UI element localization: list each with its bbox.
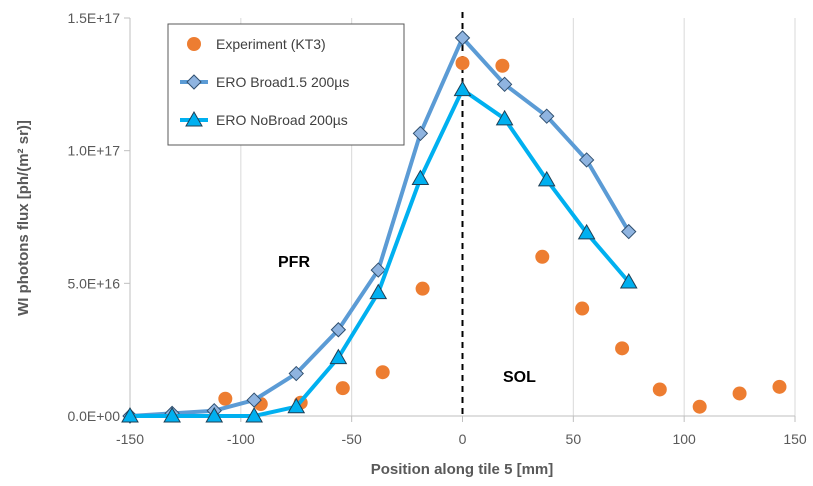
y-tick-label: 1.0E+17: [67, 143, 120, 159]
legend-item: Experiment (KT3): [187, 36, 326, 52]
x-axis-title: Position along tile 5 [mm]: [371, 461, 554, 478]
y-tick-label: 5.0E+16: [67, 275, 120, 291]
data-point: [330, 322, 347, 338]
legend-swatch-marker: [186, 74, 202, 90]
data-point: [288, 365, 304, 382]
x-tick-label: 150: [783, 431, 807, 447]
data-point: [495, 58, 510, 73]
x-tick-label: 100: [672, 431, 696, 447]
data-point: [218, 391, 233, 406]
data-point: [575, 301, 590, 316]
legend-swatch-marker: [185, 110, 203, 127]
data-point: [415, 281, 430, 296]
x-tick-label: -50: [342, 431, 362, 447]
data-point: [496, 76, 513, 93]
x-tick-label: -150: [116, 431, 144, 447]
data-point: [495, 109, 514, 126]
x-tick-label: 0: [459, 431, 467, 447]
data-point: [535, 249, 550, 264]
data-point: [369, 283, 388, 300]
series-layer: [121, 30, 787, 424]
data-point: [692, 399, 707, 414]
annotation-layer: PFR SOL: [278, 254, 536, 386]
y-tick-label: 0.0E+00: [67, 408, 120, 424]
data-point: [287, 397, 306, 414]
legend-item: ERO NoBroad 200µs: [180, 110, 348, 128]
data-point: [615, 341, 630, 356]
x-tick-label: -100: [227, 431, 255, 447]
data-point: [772, 379, 787, 394]
data-point: [732, 386, 747, 401]
y-tick-label: 1.5E+17: [67, 10, 120, 26]
axis-layer: 0.0E+00 5.0E+16 1.0E+17 1.5E+17 -150 -100 -50 0…: [67, 10, 806, 447]
data-point: [375, 365, 390, 380]
data-point: [454, 30, 471, 46]
data-point: [121, 406, 139, 423]
data-point: [577, 223, 596, 240]
data-point: [245, 406, 263, 423]
data-point: [652, 382, 667, 397]
x-tick-label: 50: [566, 431, 582, 447]
legend-label: ERO Broad1.5 200µs: [216, 74, 349, 90]
legend-box: [167, 23, 405, 146]
data-point: [205, 406, 224, 423]
data-point: [455, 56, 470, 71]
data-point: [412, 125, 429, 142]
data-point: [539, 108, 555, 124]
data-point: [619, 272, 638, 289]
series-2: [121, 80, 638, 423]
data-point: [411, 169, 430, 186]
legend: Experiment (KT3) ERO Broad1.5 200µs ERO No…: [167, 23, 405, 146]
data-point: [453, 80, 472, 97]
legend-swatch-marker: [187, 37, 201, 51]
legend-item: ERO Broad1.5 200µs: [180, 74, 349, 90]
legend-label: Experiment (KT3): [216, 36, 326, 52]
y-axis-title: WI photons flux [ph/(m² sr)]: [15, 120, 32, 316]
data-point: [370, 262, 386, 278]
data-point: [335, 381, 350, 396]
legend-label: ERO NoBroad 200µs: [216, 112, 348, 128]
data-point: [537, 170, 556, 187]
data-point: [163, 406, 181, 423]
annotation-sol: SOL: [503, 369, 536, 386]
annotation-pfr: PFR: [278, 254, 310, 271]
data-point: [621, 223, 637, 240]
data-point: [578, 152, 595, 168]
data-point: [329, 348, 348, 365]
